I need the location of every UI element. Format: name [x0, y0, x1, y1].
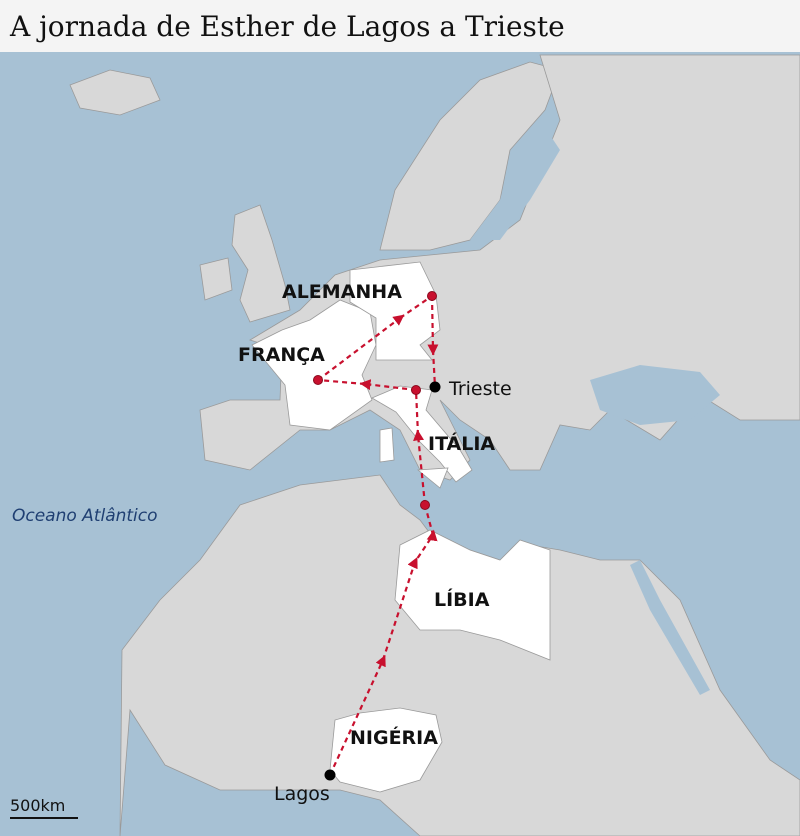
stop-marker-germany	[427, 291, 437, 301]
iceland	[69, 69, 161, 116]
ireland	[199, 257, 233, 301]
label-libya: LÍBIA	[434, 588, 490, 611]
label-nigeria: NIGÉRIA	[350, 726, 438, 749]
black-sea	[590, 365, 720, 425]
sicily-shape	[416, 467, 449, 489]
label-ocean: Oceano Atlântico	[12, 506, 158, 526]
stop-marker-tunisia	[420, 500, 430, 510]
title-bar: A jornada de Esther de Lagos a Trieste	[0, 0, 800, 52]
route-tunisia-italy	[413, 429, 427, 506]
route-france-link	[317, 378, 366, 386]
sardinia-shape	[379, 427, 395, 463]
route-germany-trieste	[427, 295, 439, 356]
route-lagos-libya	[329, 655, 386, 776]
scale-bar-label: 500km	[10, 796, 65, 815]
africa	[119, 474, 800, 836]
route-libya-tunisia	[381, 504, 438, 661]
route-germany-link	[399, 295, 433, 319]
label-lagos: Lagos	[274, 783, 330, 805]
map: ALEMANHA FRANÇA ITÁLIA LÍBIA NIGÉRIA Tri…	[0, 52, 800, 836]
route-trieste-link	[431, 349, 437, 388]
baltic-sea	[470, 120, 560, 240]
route	[317, 295, 439, 776]
map-title: A jornada de Esther de Lagos a Trieste	[10, 10, 565, 43]
city-marker-trieste	[429, 381, 441, 393]
germany-shape	[349, 261, 441, 361]
great-britain	[231, 204, 291, 323]
city-marker-lagos	[324, 769, 336, 781]
label-italy: ITÁLIA	[428, 432, 495, 455]
nigeria-shape	[329, 707, 443, 793]
route-france-germany	[317, 314, 405, 381]
label-trieste: Trieste	[448, 378, 512, 400]
stop-marker-italy	[411, 385, 421, 395]
stop-marker-france	[313, 375, 323, 385]
label-germany: ALEMANHA	[282, 281, 402, 303]
label-france: FRANÇA	[238, 344, 325, 366]
red-sea	[630, 560, 710, 695]
route-italy-link	[414, 389, 420, 436]
